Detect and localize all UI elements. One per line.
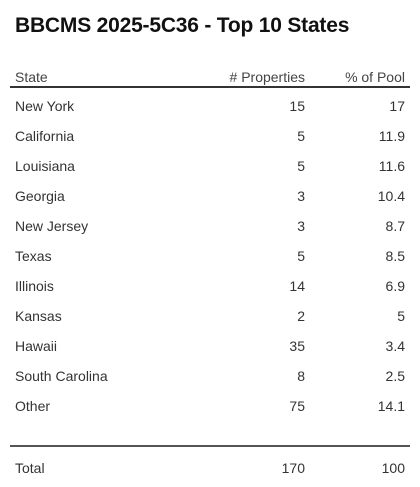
cell-pool: 2.5: [385, 368, 405, 384]
cell-state: Louisiana: [15, 158, 75, 174]
cell-properties: 15: [289, 98, 305, 114]
table-row: New Jersey 3 8.7: [10, 211, 410, 241]
header-state: State: [15, 69, 48, 85]
cell-pool: 14.1: [377, 398, 405, 414]
cell-state: Hawaii: [15, 338, 58, 354]
total-properties: 170: [281, 460, 305, 476]
table-row: Kansas 2 5: [10, 301, 410, 331]
table-row: Other 75 14.1: [10, 391, 410, 421]
cell-properties: 35: [289, 338, 305, 354]
cell-pool: 5: [397, 308, 405, 324]
table-row: South Carolina 8 2.5: [10, 361, 410, 391]
cell-state: Illinois: [15, 278, 54, 294]
table-row: Hawaii 35 3.4: [10, 331, 410, 361]
cell-state: New Jersey: [15, 218, 89, 234]
states-table: State # Properties % of Pool New York 15 1…: [10, 62, 410, 484]
cell-pool: 8.5: [385, 248, 405, 264]
cell-pool: 11.9: [378, 128, 405, 144]
cell-state: Kansas: [15, 308, 62, 324]
table-row: Georgia 3 10.4: [10, 181, 410, 211]
cell-properties: 8: [297, 368, 305, 384]
cell-state: Georgia: [15, 188, 65, 204]
table-row: New York 15 17: [10, 91, 410, 121]
table-body: New York 15 17 California 5 11.9 Louisiana 5 11.…: [10, 88, 410, 421]
cell-state: South Carolina: [15, 368, 108, 384]
cell-properties: 2: [297, 308, 305, 324]
table-row: Louisiana 5 11.6: [10, 151, 410, 181]
total-row: Total 170 100: [10, 447, 410, 484]
cell-properties: 5: [297, 158, 305, 174]
cell-properties: 3: [297, 188, 305, 204]
cell-properties: 5: [297, 248, 305, 264]
cell-pool: 6.9: [385, 278, 405, 294]
cell-pool: 17: [389, 98, 405, 114]
cell-state: California: [15, 128, 75, 144]
table-header: State # Properties % of Pool: [10, 62, 410, 88]
header-pool: % of Pool: [345, 69, 405, 85]
total-label: Total: [15, 460, 45, 476]
total-pool: 100: [381, 460, 405, 476]
cell-pool: 10.4: [377, 188, 405, 204]
cell-properties: 3: [297, 218, 305, 234]
cell-properties: 5: [297, 128, 305, 144]
table-row: California 5 11.9: [10, 121, 410, 151]
cell-properties: 75: [289, 398, 305, 414]
cell-pool: 3.4: [385, 338, 405, 354]
header-properties: # Properties: [229, 69, 305, 85]
cell-pool: 8.7: [385, 218, 405, 234]
chart-title: BBCMS 2025-5C36 - Top 10 States: [15, 14, 350, 37]
table-row: Illinois 14 6.9: [10, 271, 410, 301]
total-divider: [10, 421, 410, 447]
cell-state: New York: [15, 98, 75, 114]
table-row: Texas 5 8.5: [10, 241, 410, 271]
cell-properties: 14: [289, 278, 305, 294]
cell-state: Texas: [15, 248, 52, 264]
cell-state: Other: [15, 398, 51, 414]
cell-pool: 11.6: [378, 158, 405, 174]
